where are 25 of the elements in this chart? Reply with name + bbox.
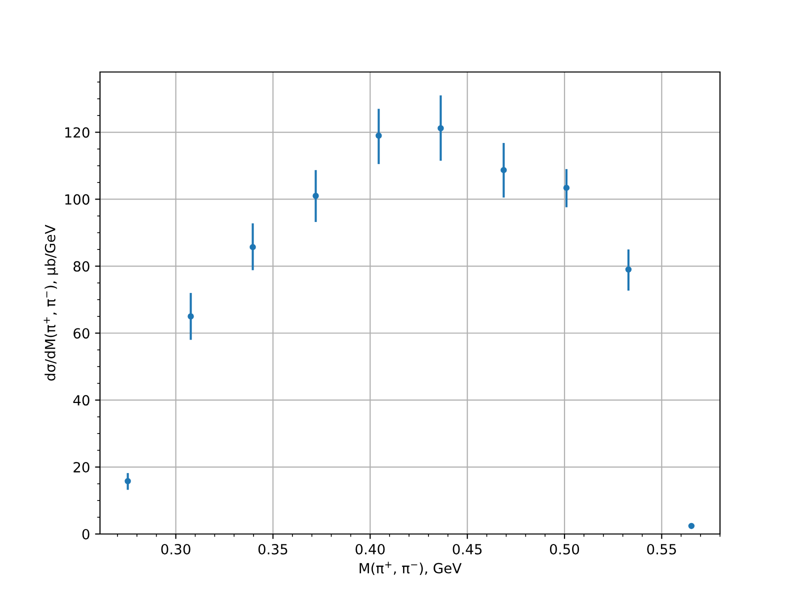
point <box>250 244 256 250</box>
point <box>188 313 194 320</box>
y-tick-label: 100 <box>65 194 90 205</box>
y-axis-title: dσ/dM(π$^{+}$, π$^{−}$), μb/GeV <box>44 224 58 381</box>
point <box>500 166 507 174</box>
x-tick-label: 0.45 <box>452 544 482 554</box>
y-tick-label: 0 <box>82 528 90 540</box>
y-tick-label: 80 <box>74 261 90 272</box>
x-tick-label: 0.35 <box>258 544 288 554</box>
point <box>376 132 382 139</box>
y-tick-label: 120 <box>65 127 90 138</box>
x-tick-label: 0.50 <box>550 544 580 554</box>
point <box>312 192 319 199</box>
point <box>563 184 570 191</box>
x-axis-title: M(π$^{+}$, π$^{−}$), GeV <box>360 562 462 576</box>
x-tick-label: 0.30 <box>161 544 190 554</box>
x-tick-label: 0.55 <box>647 544 676 554</box>
point <box>124 478 131 484</box>
y-tick-label: 20 <box>74 462 90 473</box>
point <box>688 522 695 530</box>
x-tick-label: 0.40 <box>356 544 385 554</box>
point <box>438 125 444 132</box>
point <box>625 266 632 273</box>
y-tick-label: 40 <box>73 395 90 406</box>
y-tick-label: 60 <box>74 328 90 339</box>
